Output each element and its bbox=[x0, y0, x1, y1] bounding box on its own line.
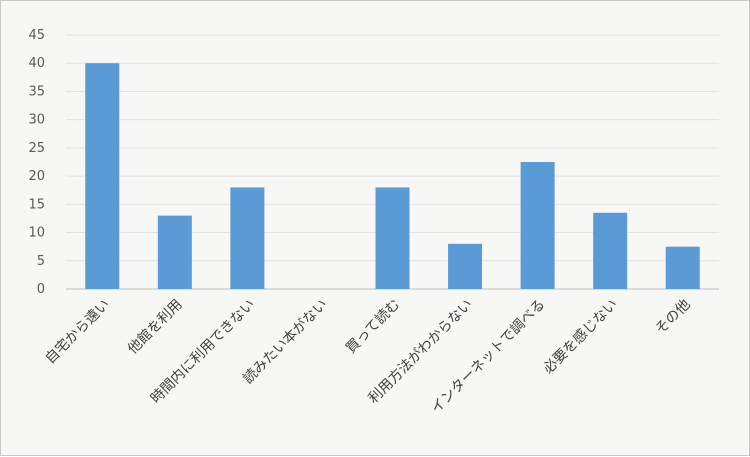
bars bbox=[85, 63, 700, 289]
y-tick-label: 20 bbox=[28, 169, 45, 184]
x-tick-label: 他館を利用 bbox=[124, 296, 186, 358]
bar bbox=[665, 246, 700, 289]
y-tick-label: 15 bbox=[28, 197, 45, 212]
bar bbox=[375, 187, 410, 289]
bar bbox=[157, 215, 192, 289]
x-tick-label: 自宅から遠い bbox=[42, 297, 113, 368]
bar bbox=[230, 187, 265, 289]
y-tick-label: 40 bbox=[28, 56, 45, 71]
y-tick-label: 10 bbox=[28, 226, 45, 241]
y-tick-label: 45 bbox=[28, 28, 45, 43]
bar bbox=[593, 212, 628, 289]
y-tick-label: 25 bbox=[28, 141, 45, 156]
y-tick-label: 30 bbox=[28, 113, 45, 128]
x-tick-label: 必要を感じない bbox=[540, 296, 621, 377]
x-tick-label: 買って読む bbox=[342, 296, 403, 357]
bar bbox=[520, 162, 555, 289]
bar bbox=[85, 63, 120, 289]
x-tick-label: その他 bbox=[653, 297, 694, 338]
y-tick-label: 0 bbox=[37, 282, 45, 297]
y-tick-label: 35 bbox=[28, 84, 45, 99]
y-axis-ticks: 0 5 10 15 20 25 30 35 40 45 bbox=[28, 28, 45, 297]
bar bbox=[448, 243, 483, 289]
y-tick-label: 5 bbox=[37, 254, 45, 269]
